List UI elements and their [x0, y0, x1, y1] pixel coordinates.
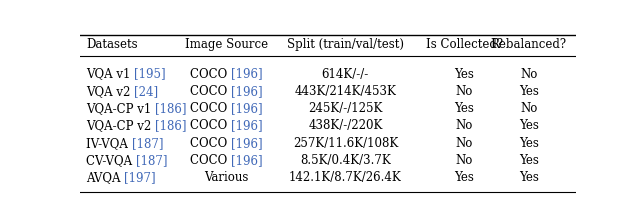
Text: COCO: COCO	[190, 137, 231, 150]
Text: [187]: [187]	[132, 137, 163, 150]
Text: 438K/-/220K: 438K/-/220K	[308, 119, 383, 132]
Text: 257K/11.6K/108K: 257K/11.6K/108K	[292, 137, 398, 150]
Text: No: No	[456, 137, 473, 150]
Text: COCO: COCO	[190, 85, 231, 98]
Text: [196]: [196]	[231, 68, 262, 80]
Text: 614K/-/-: 614K/-/-	[322, 68, 369, 80]
Text: COCO: COCO	[190, 102, 231, 115]
Text: No: No	[456, 119, 473, 132]
Text: [196]: [196]	[231, 137, 262, 150]
Text: Datasets: Datasets	[86, 38, 138, 51]
Text: 8.5K/0.4K/3.7K: 8.5K/0.4K/3.7K	[300, 154, 391, 167]
Text: Yes: Yes	[454, 68, 474, 80]
Text: AVQA: AVQA	[86, 171, 124, 184]
Text: Yes: Yes	[519, 137, 539, 150]
Text: COCO: COCO	[190, 154, 231, 167]
Text: 245K/-/125K: 245K/-/125K	[308, 102, 383, 115]
Text: Yes: Yes	[519, 85, 539, 98]
Text: 142.1K/8.7K/26.4K: 142.1K/8.7K/26.4K	[289, 171, 402, 184]
Text: [186]: [186]	[155, 119, 186, 132]
Text: [187]: [187]	[136, 154, 167, 167]
Text: 443K/214K/453K: 443K/214K/453K	[294, 85, 396, 98]
Text: VQA v1: VQA v1	[86, 68, 134, 80]
Text: Image Source: Image Source	[185, 38, 268, 51]
Text: [186]: [186]	[155, 102, 186, 115]
Text: [195]: [195]	[134, 68, 166, 80]
Text: [197]: [197]	[124, 171, 156, 184]
Text: VQA v2: VQA v2	[86, 85, 134, 98]
Text: COCO: COCO	[190, 119, 231, 132]
Text: [24]: [24]	[134, 85, 158, 98]
Text: Yes: Yes	[519, 154, 539, 167]
Text: [196]: [196]	[231, 102, 262, 115]
Text: [196]: [196]	[231, 119, 262, 132]
Text: [196]: [196]	[231, 154, 262, 167]
Text: IV-VQA: IV-VQA	[86, 137, 132, 150]
Text: No: No	[520, 102, 538, 115]
Text: Yes: Yes	[454, 102, 474, 115]
Text: Yes: Yes	[454, 171, 474, 184]
Text: Yes: Yes	[519, 171, 539, 184]
Text: Various: Various	[204, 171, 248, 184]
Text: VQA-CP v1: VQA-CP v1	[86, 102, 155, 115]
Text: No: No	[520, 68, 538, 80]
Text: Is Collected?: Is Collected?	[426, 38, 503, 51]
Text: [196]: [196]	[231, 85, 262, 98]
Text: Split (train/val/test): Split (train/val/test)	[287, 38, 404, 51]
Text: Rebalanced?: Rebalanced?	[491, 38, 567, 51]
Text: CV-VQA: CV-VQA	[86, 154, 136, 167]
Text: No: No	[456, 154, 473, 167]
Text: Yes: Yes	[519, 119, 539, 132]
Text: COCO: COCO	[190, 68, 231, 80]
Text: VQA-CP v2: VQA-CP v2	[86, 119, 155, 132]
Text: No: No	[456, 85, 473, 98]
